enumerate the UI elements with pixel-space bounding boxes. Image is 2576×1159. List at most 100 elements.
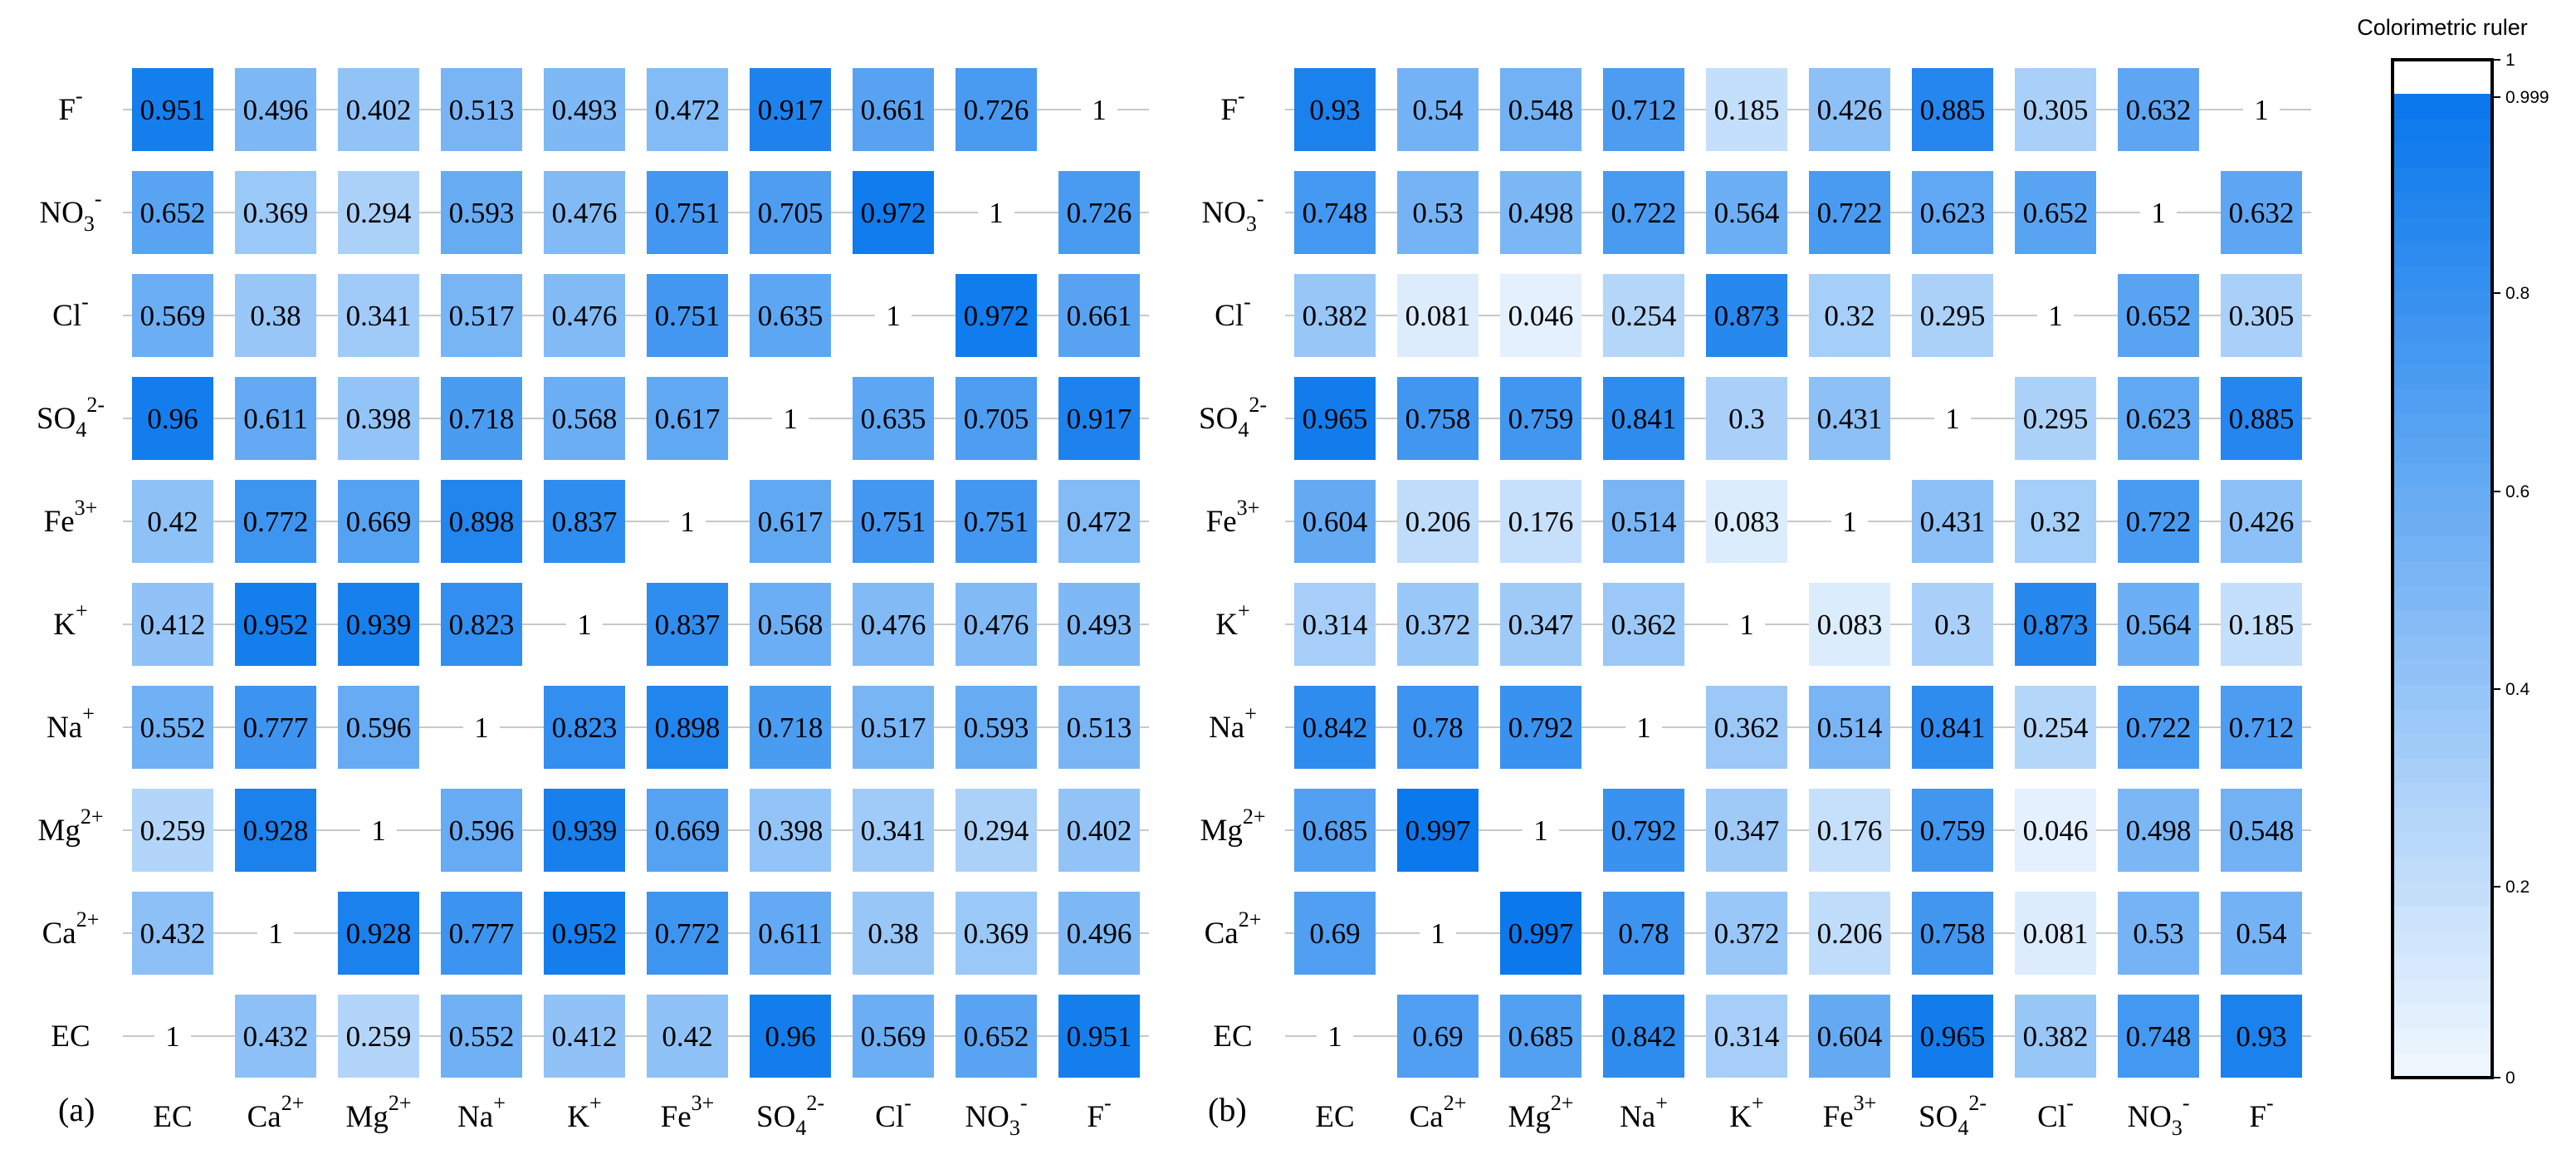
cell-value-label: 0.652: [140, 197, 206, 229]
column-label-ca2: Ca2+: [247, 1091, 305, 1134]
heatmap-cell-f-k: [544, 68, 625, 151]
cell-value-label: 0.669: [655, 814, 721, 847]
heatmap-cell-cl-so42: [750, 274, 831, 357]
cell-value-label: 0.635: [861, 403, 926, 435]
cell-value-label: 0.514: [1611, 506, 1677, 538]
heatmap-cell-ec-fe3: [1809, 995, 1890, 1078]
cell-value-label: 0.398: [346, 403, 412, 435]
cell-value-label: 0.777: [449, 917, 515, 950]
colorbar-tick-label: 0: [2505, 1069, 2515, 1088]
cell-value-label: 0.372: [1405, 609, 1471, 641]
column-label-k: K+: [567, 1091, 601, 1134]
row-label-na: Na+: [46, 702, 95, 745]
colorbar-band: [2393, 684, 2492, 710]
heatmap-cell-mg2-ec: [1294, 789, 1376, 872]
heatmap-cell-fe3-fe3: [669, 500, 706, 543]
column-label-na: Na+: [1620, 1091, 1668, 1134]
column-label-mg2: Mg2+: [345, 1091, 411, 1134]
cell-value-label: 0.78: [1412, 712, 1463, 744]
colorbar-band: [2393, 94, 2492, 120]
cell-value-label: 0.69: [1412, 1020, 1463, 1053]
heatmap-cell-mg2-na: [441, 789, 522, 872]
cell-value-label: 0.564: [2126, 609, 2192, 641]
cell-value-label: 0.38: [868, 917, 918, 950]
heatmap-cell-so42-no3: [2118, 377, 2199, 460]
heatmap-cell-fe3-fe3: [1831, 500, 1868, 543]
cell-value-label: 1: [268, 917, 283, 950]
cell-value-label: 0.402: [1067, 814, 1132, 847]
cell-value-label: 0.611: [758, 917, 822, 950]
cell-value-label: 0.712: [1611, 94, 1677, 126]
cell-value-label: 0.412: [140, 609, 206, 641]
heatmap-cell-na-na: [1625, 706, 1662, 749]
cell-value-label: 0.661: [861, 94, 926, 126]
heatmap-cell-ec-no3: [2118, 995, 2199, 1078]
cell-value-label: 0.593: [449, 197, 515, 229]
heatmap-cell-mg2-ca2: [1397, 789, 1479, 872]
cell-value-label: 0.426: [1817, 94, 1883, 126]
heatmap-cell-k-na: [441, 583, 522, 666]
column-label-f: F-: [1087, 1091, 1111, 1134]
row-label-mg2: Mg2+: [37, 804, 103, 848]
heatmap-cell-no3-ec: [1294, 171, 1376, 254]
heatmap-cell-no3-no3: [2140, 191, 2177, 234]
cell-value-label: 0.081: [2023, 917, 2089, 950]
cell-value-label: 0.347: [1714, 814, 1780, 847]
row-label-fe3: Fe3+: [44, 496, 98, 539]
cell-value-label: 0.305: [2023, 94, 2089, 126]
heatmap-cell-so42-ca2: [235, 377, 316, 460]
heatmap-cell-ca2-f: [1058, 892, 1140, 975]
column-label-fe3: Fe3+: [1823, 1091, 1877, 1134]
heatmap-cell-ec-fe3: [647, 995, 728, 1078]
cell-value-label: 1: [1533, 814, 1548, 847]
column-label-cl: Cl-: [875, 1091, 912, 1134]
cell-value-label: 0.254: [2023, 712, 2089, 744]
colorbar-band: [2393, 192, 2492, 218]
heatmap-cell-so42-na: [1603, 377, 1684, 460]
heatmap-cell-na-ec: [132, 686, 213, 769]
heatmap-cell-na-cl: [853, 686, 934, 769]
heatmap-cell-so42-so42: [1934, 397, 1971, 440]
cell-value-label: 0.568: [552, 403, 618, 435]
heatmap-cell-k-mg2: [338, 583, 419, 666]
heatmap-cell-so42-so42: [772, 397, 809, 440]
heatmap-cell-ca2-mg2: [1500, 892, 1581, 975]
row-label-k: K+: [53, 599, 87, 642]
heatmap-cell-mg2-ec: [132, 789, 213, 872]
heatmap-cell-fe3-k: [1706, 480, 1787, 563]
heatmap-cell-na-f: [1058, 686, 1140, 769]
cell-value-label: 0.295: [2023, 403, 2089, 435]
cell-value-label: 0.431: [1920, 506, 1986, 538]
cell-value-label: 0.314: [1303, 609, 1368, 641]
heatmap-cell-no3-f: [2221, 171, 2302, 254]
heatmap-cell-cl-ec: [132, 274, 213, 357]
heatmap-cell-fe3-no3: [2118, 480, 2199, 563]
heatmap-cell-k-ec: [1294, 583, 1376, 666]
heatmap-cell-so42-no3: [956, 377, 1037, 460]
colorbar-top-band: [2393, 60, 2492, 94]
heatmap-cell-f-mg2: [1500, 68, 1581, 151]
cell-value-label: 0.431: [1817, 403, 1883, 435]
colorbar-band: [2393, 708, 2492, 734]
cell-value-label: 0.083: [1714, 506, 1780, 538]
heatmap-cell-ca2-na: [441, 892, 522, 975]
colorbar-band: [2393, 291, 2492, 316]
heatmap-cell-no3-ec: [132, 171, 213, 254]
row-label-so42: SO42-: [37, 393, 105, 442]
cell-value-label: 0.726: [964, 94, 1029, 126]
cell-value-label: 0.548: [2229, 814, 2295, 847]
heatmap-cell-na-so42: [750, 686, 831, 769]
heatmap-cell-ec-so42: [750, 995, 831, 1078]
cell-value-label: 0.402: [346, 94, 412, 126]
cell-value-label: 0.837: [655, 609, 721, 641]
cell-value-label: 0.997: [1405, 814, 1471, 847]
heatmap-panel-a: 0.951 0.496 0.402 0.513 0.493 0.472 0.917 0.661…: [37, 68, 1149, 1140]
heatmap-cell-cl-na: [1603, 274, 1684, 357]
colorbar-tick-label: 0.2: [2505, 878, 2530, 897]
heatmap-cell-no3-fe3: [1809, 171, 1890, 254]
colorbar-tick-label: 0.8: [2505, 284, 2530, 303]
heatmap-cell-f-fe3: [647, 68, 728, 151]
cell-value-label: 0.928: [346, 917, 412, 950]
cell-value-label: 0.722: [2126, 506, 2192, 538]
cell-value-label: 0.568: [758, 609, 824, 641]
